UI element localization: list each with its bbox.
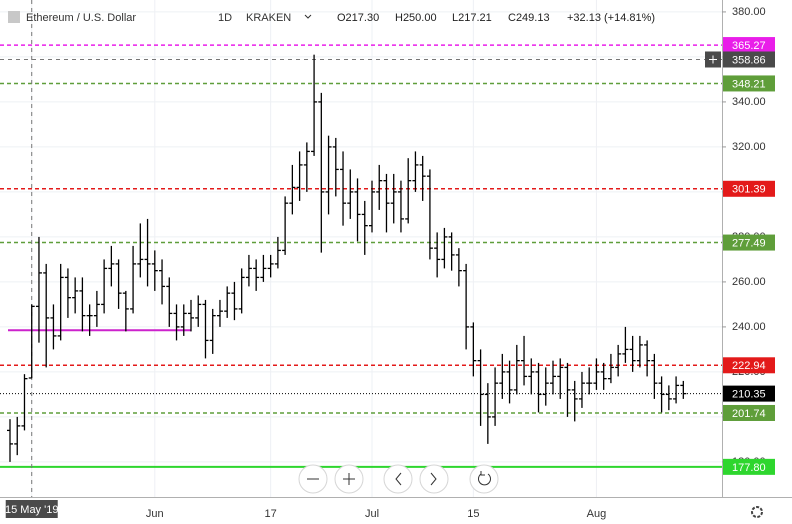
crosshair-price-label: 358.86: [732, 54, 766, 66]
x-tick-label: Jun: [146, 508, 164, 520]
level-label: 201.74: [732, 408, 766, 420]
level-label-box: [723, 458, 775, 475]
exchange[interactable]: KRAKEN: [246, 12, 291, 24]
last-price-label: 210.35: [732, 389, 766, 401]
symbol-logo: [8, 11, 20, 23]
x-tick-label: 15: [467, 508, 479, 520]
gear-icon[interactable]: [751, 506, 763, 518]
interval[interactable]: 1D: [218, 12, 232, 24]
level-label-box: [723, 75, 775, 92]
reset-icon: [478, 471, 491, 486]
change-value: +32.13 (+14.81%): [567, 12, 655, 24]
right-icon: [430, 472, 437, 486]
y-tick-label: 320.00: [732, 141, 766, 153]
dropdown-arrow[interactable]: [304, 14, 312, 19]
settings[interactable]: [751, 506, 763, 518]
level-label-box: [723, 404, 775, 421]
x-tick-label: Jul: [365, 508, 379, 520]
y-tick-label: 380.00: [732, 6, 766, 18]
y-tick-label: 240.00: [732, 321, 766, 333]
x-tick-label: Aug: [587, 508, 607, 520]
high-value: H250.00: [395, 12, 437, 24]
crosshair-price-box: [723, 51, 775, 68]
last-price-box: [723, 385, 775, 402]
zoom-toolbar: [298, 464, 499, 494]
x-tick-label: 17: [265, 508, 277, 520]
y-tick-label: 260.00: [732, 276, 766, 288]
scroll-left-button[interactable]: [383, 464, 413, 494]
reset-button[interactable]: [469, 464, 499, 494]
low-value: L217.21: [452, 12, 492, 24]
plot-area: [0, 0, 722, 497]
symbol[interactable]: Ethereum / U.S. Dollar: [26, 12, 136, 24]
x-tick-label: 15 May '19: [5, 504, 58, 516]
level-label: 301.39: [732, 184, 766, 196]
open-value: O217.30: [337, 12, 379, 24]
crosshair-time-box: [5, 500, 58, 518]
level-label-box: [723, 37, 775, 54]
close-value: C249.13: [508, 12, 550, 24]
level-label-box: [723, 234, 775, 251]
y-tick-label: 340.00: [732, 96, 766, 108]
level-label: 348.21: [732, 78, 766, 90]
level-label-box: [723, 357, 775, 374]
level-label: 365.27: [732, 40, 766, 52]
plus-icon: [709, 55, 717, 64]
level-label: 222.94: [732, 360, 766, 372]
level-label: 177.80: [732, 462, 766, 474]
left-icon: [395, 472, 402, 486]
level-label: 277.49: [732, 237, 766, 249]
legend-header: Ethereum / U.S. Dollar 1D KRAKEN O217.30…: [8, 11, 655, 24]
scroll-right-button[interactable]: [419, 464, 449, 494]
level-label-box: [723, 180, 775, 197]
plus-icon: [343, 473, 355, 485]
